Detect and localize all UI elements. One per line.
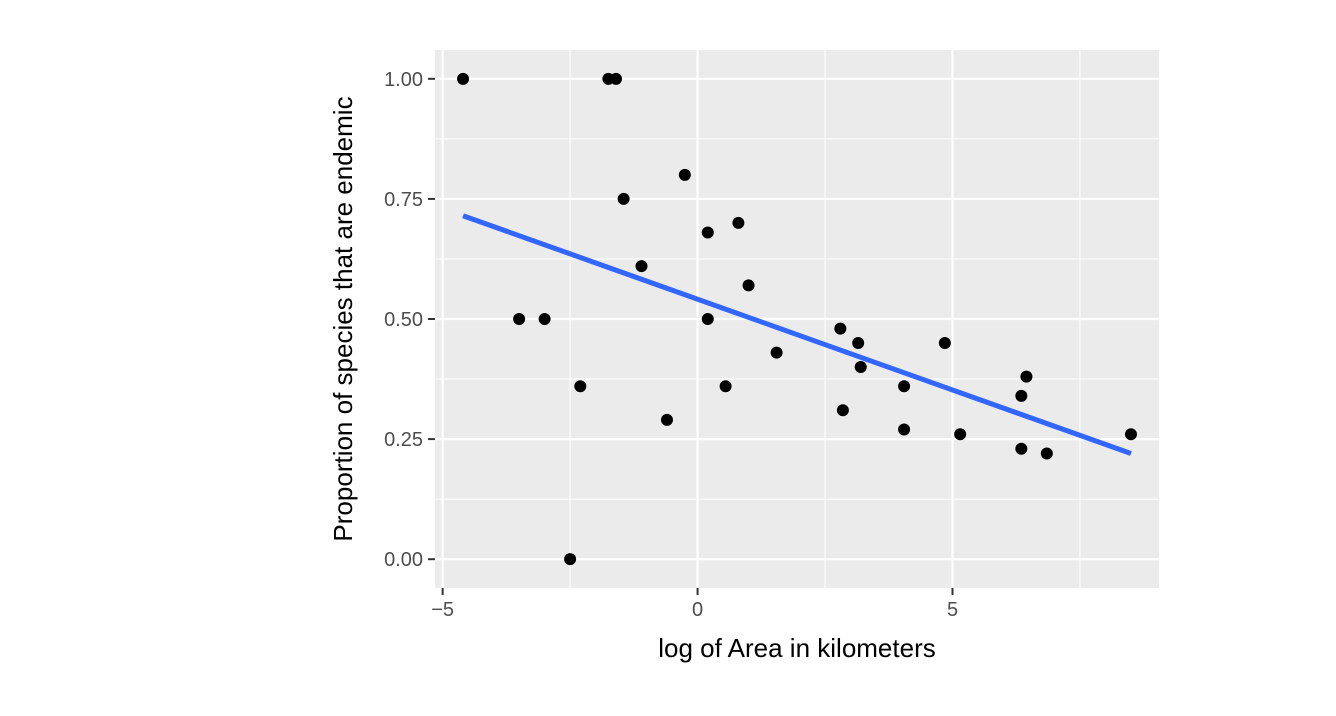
data-point (836, 404, 849, 417)
data-point (617, 192, 630, 205)
data-point (1020, 370, 1033, 383)
y-axis-title: Proportion of species that are endemic (328, 96, 358, 541)
y-tick-label: 1.00 (384, 69, 423, 91)
y-tick-label: 0.75 (384, 189, 423, 211)
x-tick-label: −5 (431, 599, 454, 621)
x-tick-label: 0 (692, 599, 703, 621)
data-point (732, 216, 745, 229)
y-axis-ticks: 0.00 0.25 0.50 0.75 1.00 (384, 69, 435, 571)
data-point (834, 322, 847, 335)
regression-line (462, 213, 1132, 456)
data-point (898, 423, 911, 436)
data-point (1015, 389, 1028, 402)
data-point (701, 226, 714, 239)
data-point (678, 168, 691, 181)
data-point (457, 72, 470, 85)
data-point (770, 346, 783, 359)
x-tick-label: 5 (947, 599, 958, 621)
major-gridlines (435, 50, 1159, 588)
data-point (854, 361, 867, 374)
data-point (513, 313, 526, 325)
x-axis-ticks: −5 0 5 (431, 588, 958, 621)
data-point (1015, 442, 1028, 455)
fit-line-layer (462, 213, 1132, 456)
data-point (938, 337, 951, 350)
y-tick-label: 0.50 (384, 309, 423, 331)
data-point (898, 380, 911, 393)
data-point (574, 380, 587, 393)
y-tick-label: 0.25 (384, 429, 423, 451)
y-tick-label: 0.00 (384, 549, 423, 571)
data-point (1124, 428, 1137, 441)
data-point (954, 428, 967, 441)
data-point (852, 337, 865, 350)
data-point (610, 72, 622, 85)
data-point (719, 380, 732, 393)
x-axis-title: log of Area in kilometers (658, 633, 935, 663)
data-point (635, 260, 648, 273)
data-point (660, 413, 673, 426)
data-point (1040, 447, 1053, 460)
data-point (701, 313, 714, 325)
points-layer (457, 72, 1137, 566)
data-point (538, 313, 551, 325)
data-point (742, 279, 755, 292)
data-point (564, 553, 577, 566)
